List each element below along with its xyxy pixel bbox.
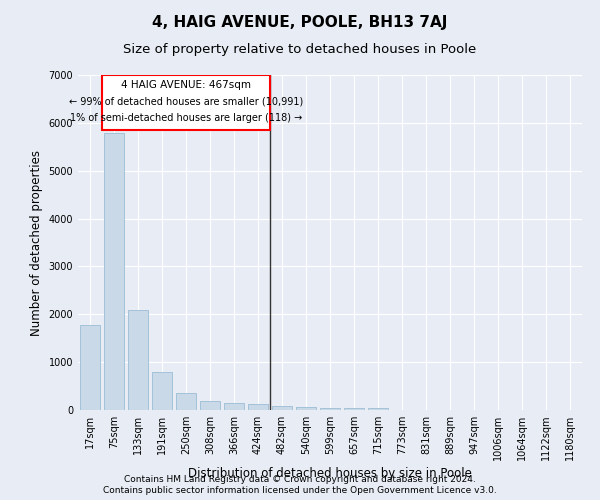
- Bar: [104, 134, 124, 410]
- Bar: [152, 372, 172, 410]
- Bar: [296, 407, 316, 410]
- Y-axis label: Number of detached properties: Number of detached properties: [30, 150, 43, 336]
- Text: 4 HAIG AVENUE: 467sqm: 4 HAIG AVENUE: 467sqm: [121, 80, 251, 90]
- Bar: [344, 408, 364, 410]
- Text: Size of property relative to detached houses in Poole: Size of property relative to detached ho…: [124, 42, 476, 56]
- Bar: [248, 404, 268, 410]
- Bar: [368, 408, 388, 410]
- Bar: [200, 400, 220, 410]
- Bar: [128, 310, 148, 410]
- Text: 1% of semi-detached houses are larger (118) →: 1% of semi-detached houses are larger (1…: [70, 113, 302, 123]
- Bar: [224, 404, 244, 410]
- Bar: [80, 325, 100, 410]
- Text: Contains HM Land Registry data © Crown copyright and database right 2024.: Contains HM Land Registry data © Crown c…: [124, 475, 476, 484]
- Bar: [176, 394, 196, 410]
- Text: Contains public sector information licensed under the Open Government Licence v3: Contains public sector information licen…: [103, 486, 497, 495]
- Text: 4, HAIG AVENUE, POOLE, BH13 7AJ: 4, HAIG AVENUE, POOLE, BH13 7AJ: [152, 15, 448, 30]
- Bar: [103, 75, 270, 130]
- Bar: [320, 408, 340, 410]
- Bar: [272, 406, 292, 410]
- X-axis label: Distribution of detached houses by size in Poole: Distribution of detached houses by size …: [188, 468, 472, 480]
- Text: ← 99% of detached houses are smaller (10,991): ← 99% of detached houses are smaller (10…: [69, 97, 304, 107]
